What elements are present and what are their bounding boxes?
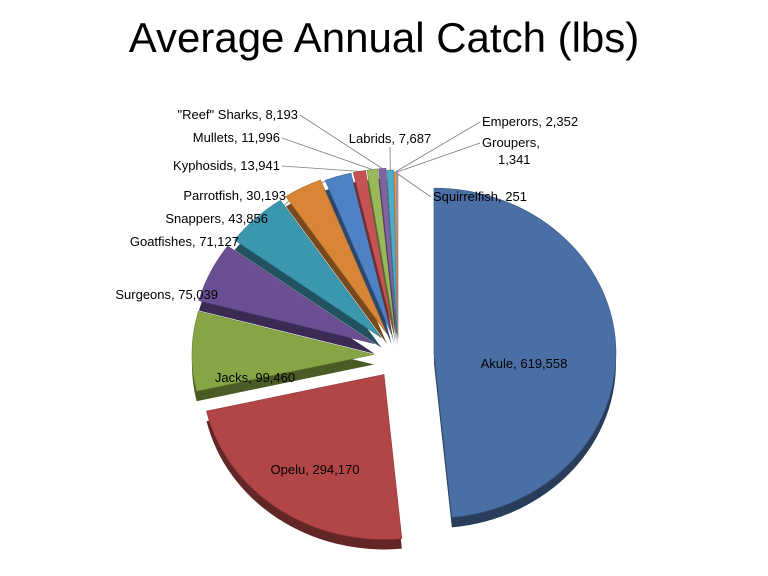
leader-line-squirrelfish <box>397 173 432 198</box>
pie-slices <box>191 168 617 550</box>
slice-label-opelu: Opelu, 294,170 <box>271 462 360 477</box>
pie-slice-reef-sharks <box>378 168 397 334</box>
leader-line-emperors <box>395 121 481 173</box>
slice-label-parrotfish: Parrotfish, 30,193 <box>183 188 286 203</box>
pie-slice-side-kyphosids <box>353 180 394 344</box>
pie-slice-kyphosids <box>352 170 395 334</box>
pie-slice-surgeons <box>198 245 375 345</box>
pie-slice-side-labrids <box>386 180 398 346</box>
leader-line-reef-sharks <box>299 114 383 169</box>
pie-slice-side-reef-sharks <box>378 178 397 344</box>
pie-slice-parrotfish <box>324 172 392 335</box>
slice-label-akule: Akule, 619,558 <box>481 356 568 371</box>
slice-label-reef-sharks: "Reef" Sharks, 8,193 <box>177 107 298 122</box>
leader-line-kyphosids <box>281 165 360 172</box>
slice-label-squirrelfish: Squirrelfish, 251 <box>433 189 527 204</box>
slice-label-emperors: Emperors, 2,352 <box>482 114 578 129</box>
leader-line-groupers <box>396 142 481 173</box>
slice-label-surgeons: Surgeons, 75,039 <box>115 287 218 302</box>
pie-slice-jacks <box>191 311 375 392</box>
pie-slice-labrids <box>386 169 398 336</box>
pie-slice-goatfishes <box>234 200 382 338</box>
pie-slice-snappers <box>285 179 388 334</box>
slice-label-mullets: Mullets, 11,996 <box>193 130 280 145</box>
pie-slice-side-parrotfish <box>325 183 392 344</box>
slice-labels: Akule, 619,558 Opelu, 294,170 Jacks, 99,46… <box>115 107 578 477</box>
pie-slice-mullets <box>366 168 396 334</box>
slice-label-kyphosids: Kyphosids, 13,941 <box>173 158 280 173</box>
chart-title: Average Annual Catch (lbs) <box>128 14 640 61</box>
slice-label-snappers: Snappers, 43,856 <box>165 211 268 226</box>
pie-slice-side-mullets <box>366 178 396 344</box>
slice-label-labrids: Labrids, 7,687 <box>349 131 431 146</box>
slice-label-groupers: Groupers, 1,341 <box>482 135 540 167</box>
slice-label-goatfishes: Goatfishes, 71,127 <box>130 234 239 249</box>
leader-line-mullets <box>281 137 373 170</box>
pie-slice-akule <box>433 187 617 518</box>
slice-label-jacks: Jacks, 99,460 <box>215 370 295 385</box>
pie-slice-opelu <box>206 374 403 540</box>
